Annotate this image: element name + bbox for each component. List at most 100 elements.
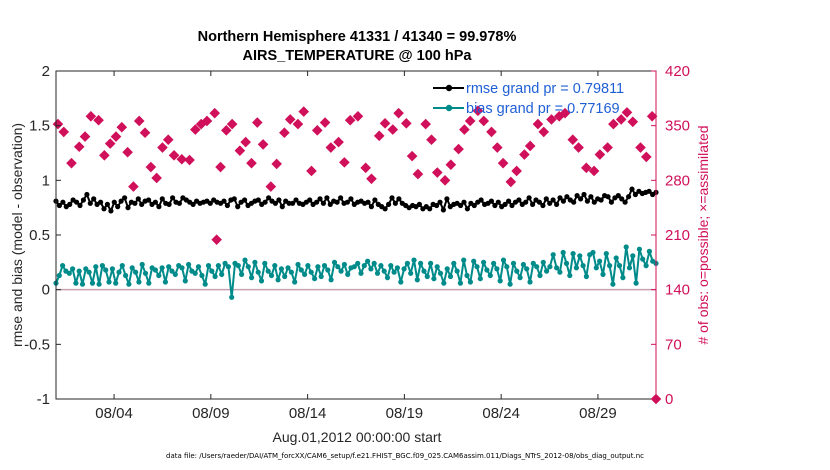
obs-count-marker [292,118,304,130]
bias-point [534,264,540,270]
obs-count-marker [486,126,497,138]
obs-count-marker [627,116,639,128]
obs-count-marker [151,172,162,184]
bias-point [229,294,235,300]
rmse-point [396,196,402,202]
bias-point [514,268,520,274]
y-tick-label: 1.5 [29,118,50,135]
rmse-point [464,206,470,212]
bias-point [600,271,606,277]
bias-point [454,268,460,274]
bias-point [510,260,517,266]
obs-count-marker [532,118,544,130]
rmse-point [506,198,512,204]
bias-point [96,281,102,287]
rmse-point [646,188,652,194]
data-file-footer: data file: /Users/raeder/DAI/ATM_forcXX/… [166,452,644,460]
bias-point [404,260,410,266]
obs-count-marker [505,176,517,188]
bias-point [401,266,407,272]
rmse-point [471,202,477,209]
bias-point [368,266,374,272]
obs-count-marker [602,142,613,153]
bias-point [527,279,533,285]
bias-point [467,279,473,285]
bias-point [106,279,112,285]
bias-point [318,273,324,280]
y2-tick-label: 280 [665,172,690,189]
bias-point [365,258,371,264]
rmse-point [478,197,484,203]
bias-point [93,264,99,270]
bias-point [192,270,198,276]
bias-point [295,261,301,268]
rmse-point [632,191,639,198]
rmse-point [629,186,635,192]
obs-count-marker [209,107,221,119]
bias-point [76,268,82,274]
bias-point [331,259,338,265]
bias-point [636,246,643,252]
obs-count-marker [122,146,133,158]
bias-point [437,270,444,276]
rmse-point [516,197,522,203]
obs-count-marker [319,117,331,128]
bias-point [540,259,546,265]
rmse-point [574,193,580,199]
bias-point [282,273,288,280]
obs-count-marker [234,145,246,156]
obs-count-marker [162,134,174,146]
bias-point [411,257,417,263]
bias-point [471,258,477,264]
bias-point [222,260,228,266]
rmse-point [584,198,591,204]
obs-count-marker [279,127,290,139]
rmse-point [272,200,278,206]
bias-point [212,273,218,280]
bias-point [335,264,341,270]
obs-count-marker [133,115,145,127]
rmse-point [324,195,330,201]
rmse-point [591,199,597,205]
bias-point [570,251,576,257]
obs-count-marker [497,157,509,169]
rmse-point [104,201,110,207]
bias-point [308,269,314,275]
bias-point [361,263,367,269]
bias-point [477,276,483,282]
bias-point [159,265,165,271]
obs-count-marker [366,173,377,185]
chart-title-line-2: AIRS_TEMPERATURE @ 100 hPa [242,48,472,64]
obs-count-marker [431,167,443,178]
obs-count-marker [284,114,296,125]
rmse-point [338,195,344,201]
bias-point [325,267,331,273]
obs-count-marker [344,114,356,126]
rmse-series [53,186,659,214]
bias-point [646,248,653,254]
bias-point [169,268,175,274]
obs-count-marker [559,107,571,119]
obs-count-marker [265,181,277,192]
bias-point [547,264,553,270]
rmse-point [523,199,529,205]
bias-point [593,265,599,271]
y-tick-label: -0.5 [24,336,50,353]
bias-point [451,260,457,266]
rmse-point [159,196,165,202]
obs-count-marker [311,125,323,136]
rmse-point [437,199,443,205]
rmse-point [458,202,464,209]
bias-point [378,263,384,269]
bias-point [583,273,590,280]
x-tick-label: 08/09 [192,405,230,422]
bias-point [146,280,152,286]
bias-point [225,264,231,270]
obs-count-marker [226,118,238,130]
rmse-point [386,201,392,207]
bias-point [126,281,132,287]
rmse-point [578,196,584,202]
obs-count-marker [116,121,128,133]
obs-count-marker [472,105,484,117]
rmse-point [581,191,587,198]
